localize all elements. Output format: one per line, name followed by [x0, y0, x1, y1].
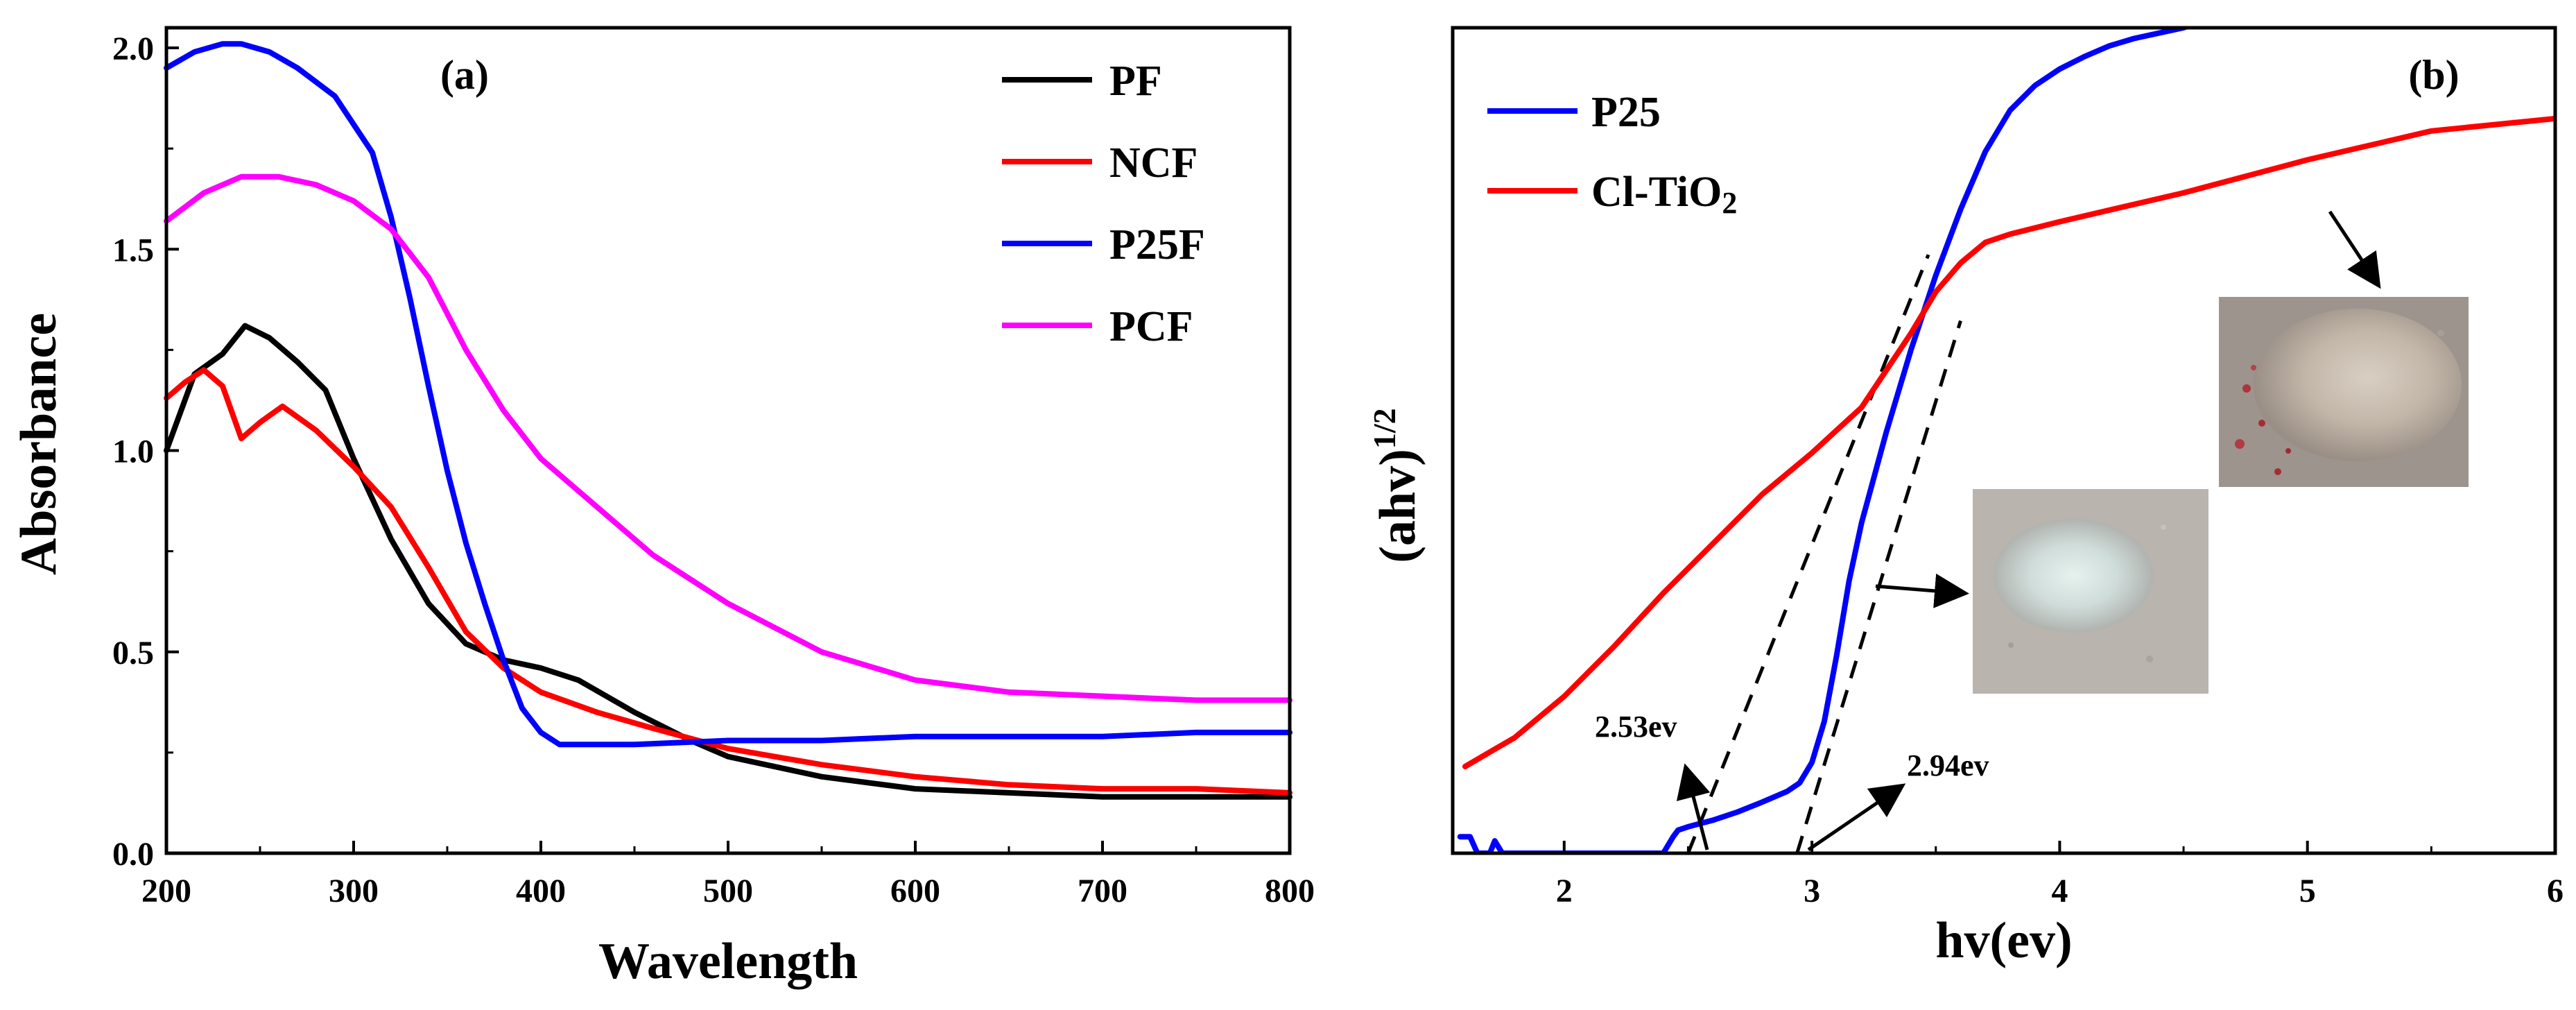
panel-b-x-tick-label: 3: [1804, 873, 1820, 909]
panel-b-x-axis-title: hv(ev): [1935, 912, 2072, 969]
panel-a-y-tick-label: 0.0: [112, 836, 154, 873]
legend-label-pf: PF: [1109, 58, 1162, 105]
panel-a-series-group: [164, 41, 1293, 800]
panel-b-frame: [1451, 26, 2557, 855]
panel-a-x-tick-label: 400: [516, 873, 566, 909]
panel-a-legend: PF NCF P25F PCF: [1002, 58, 1205, 350]
legend-label-pcf: PCF: [1109, 303, 1193, 350]
panel-a-x-ticks: 200 300 400 500 600 700 800: [141, 841, 1315, 909]
panel-a-x-tick-label: 500: [703, 873, 753, 909]
bandgap-253-arrow: [1676, 763, 1711, 850]
panel-b-series-group: [1457, 28, 2555, 853]
panel-a-x-tick-label: 200: [141, 873, 191, 909]
panel-a-y-tick-label: 2.0: [112, 31, 154, 67]
panel-a-series-ncf: [164, 367, 1293, 796]
panel-b-x-tick-label: 5: [2299, 873, 2316, 909]
panel-a-series-pcf: [164, 173, 1293, 703]
cl-tio2-photo-arrow: [2328, 210, 2381, 289]
legend-label-p25f: P25F: [1109, 221, 1205, 268]
panel-a-x-axis-title: Wavelength: [598, 933, 858, 990]
panel-a-x-tick-label: 700: [1078, 873, 1127, 909]
panel-a-y-axis-title: Absorbance: [10, 313, 67, 575]
tangent-line-1: [1686, 254, 1930, 853]
bandgap-294-label: 2.94ev: [1907, 748, 1989, 782]
panel-a-y-tick-label: 1.0: [112, 434, 154, 470]
p25-powder-photo: [1973, 489, 2208, 694]
panel-a-y-tick-label: 1.5: [112, 232, 154, 268]
legend-label-subscript: 2: [1722, 186, 1737, 220]
legend-label-cl-tio: Cl-TiO2: [1591, 169, 1737, 220]
panel-b: 2 3 4 5 6 hv(ev) (ahv)1/2 (b) P25 Cl-TiO2 2.5…: [1367, 26, 2564, 969]
panel-a-x-tick-label: 300: [329, 873, 379, 909]
panel-a-x-tick-label: 800: [1265, 873, 1315, 909]
legend-label-p25: P25: [1591, 89, 1661, 136]
panel-b-series-cl-tio: [1462, 115, 2555, 769]
panel-b-x-tick-label: 2: [1556, 873, 1573, 909]
panel-a-label: (a): [440, 52, 489, 98]
panel-a-y-tick-label: 0.5: [112, 635, 154, 671]
panel-b-y-axis-title-base: (ahv): [1369, 449, 1426, 563]
panel-a-series-pf: [164, 323, 1293, 800]
panel-b-x-tick-label: 6: [2547, 873, 2564, 909]
bandgap-294-arrow: [1807, 783, 1906, 852]
legend-label-ncf: NCF: [1109, 139, 1198, 187]
p25-photo-arrow: [1875, 573, 1969, 608]
panel-a-x-tick-label: 600: [890, 873, 940, 909]
panel-b-series-p25: [1457, 28, 2193, 853]
panel-a: 200 300 400 500 600 700 800 0.0 0.5 1.0 1.5 2.0 Wa…: [10, 26, 1315, 990]
panel-b-x-ticks: 2 3 4 5 6: [1556, 841, 2564, 909]
panel-a-y-ticks: 0.0 0.5 1.0 1.5 2.0: [112, 31, 179, 873]
panel-a-series-p25f: [164, 41, 1293, 748]
bandgap-253-label: 2.53ev: [1595, 710, 1677, 744]
panel-b-y-axis-title: (ahv)1/2: [1367, 408, 1426, 563]
panel-b-legend: P25 Cl-TiO2: [1487, 89, 1737, 220]
panel-b-y-axis-title-superscript: 1/2: [1367, 408, 1402, 449]
cl-tio2-powder-photo: [2219, 297, 2469, 487]
panel-b-x-tick-label: 4: [2051, 873, 2068, 909]
panel-b-label: (b): [2408, 52, 2459, 98]
